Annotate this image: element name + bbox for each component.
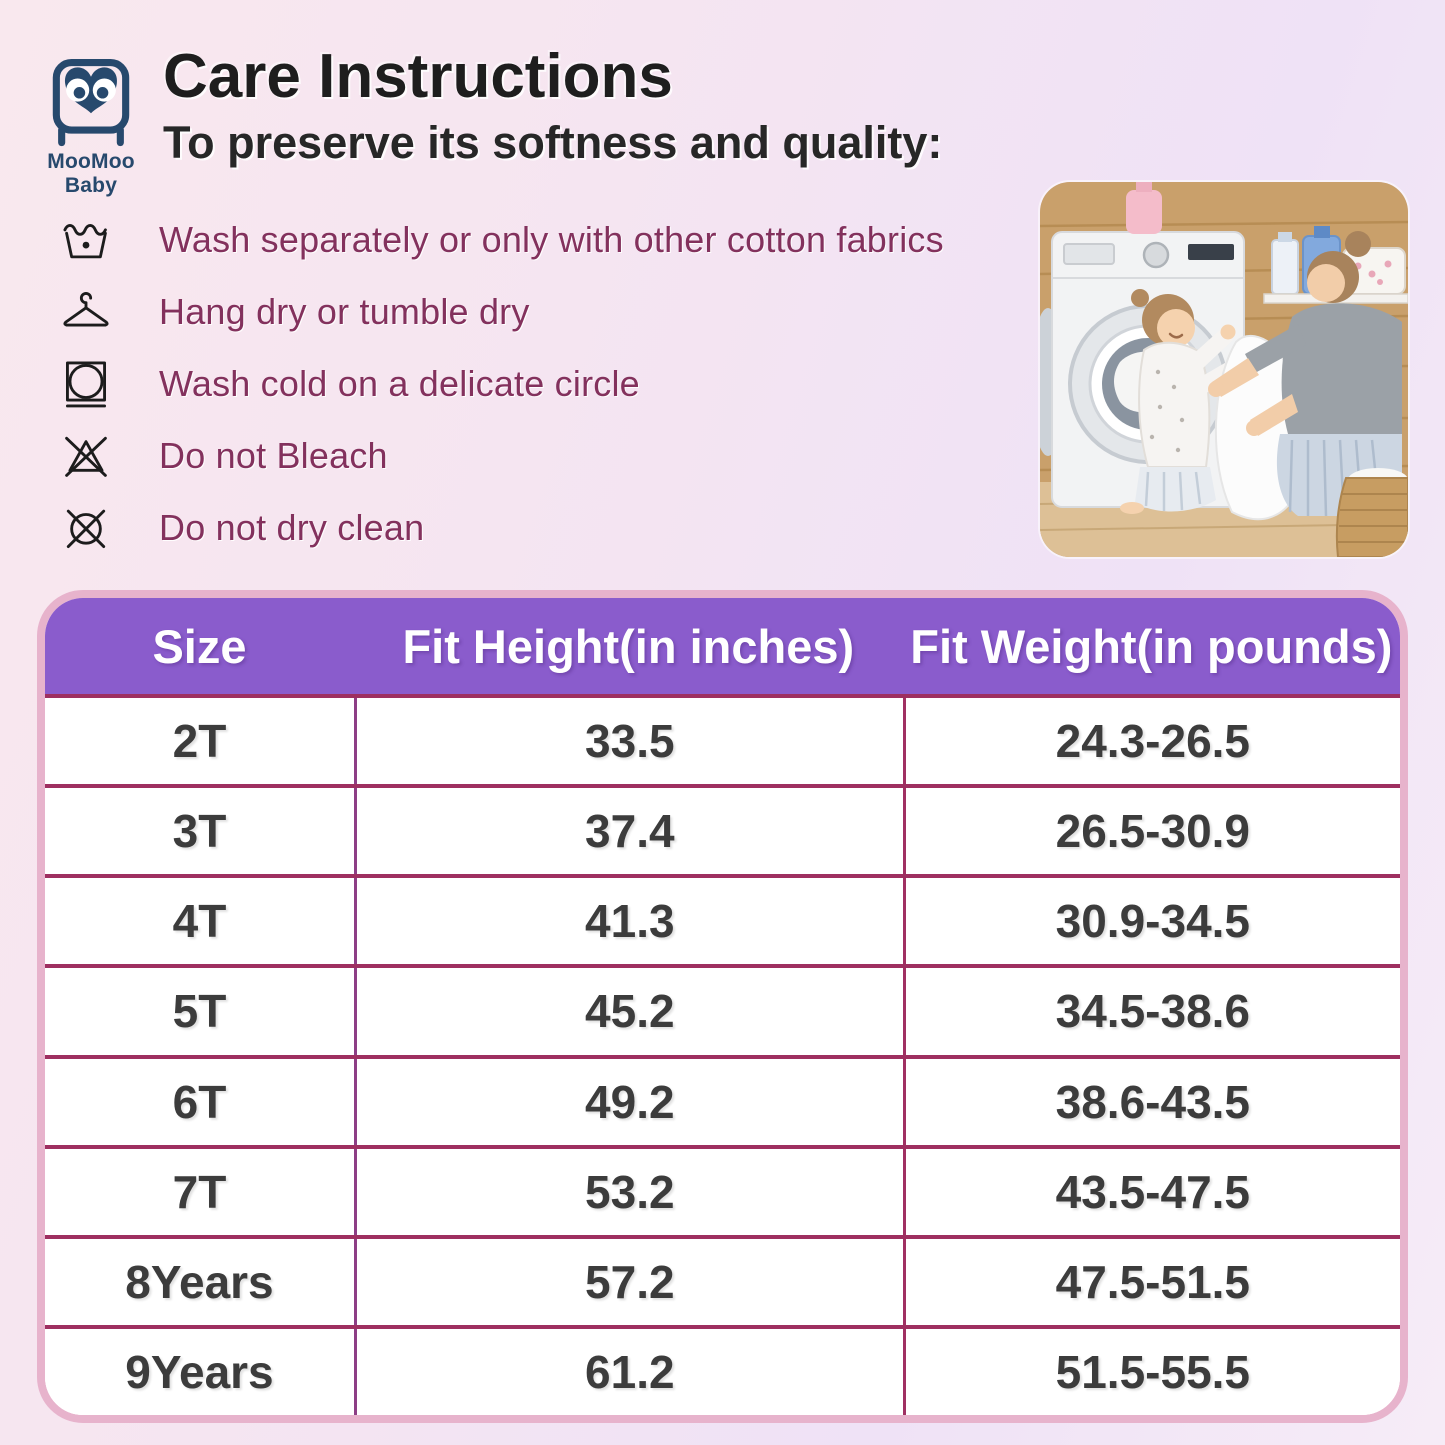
- child-figure: [1120, 289, 1242, 514]
- care-item-label: Wash cold on a delicate circle: [159, 363, 640, 404]
- column-header-size: Size: [152, 619, 247, 673]
- cell-height: 37.4: [353, 788, 903, 875]
- care-item-wash-cold: Wash cold on a delicate circle: [55, 348, 1045, 420]
- table-row-4t: 4T 41.3 30.9-34.5: [45, 874, 1400, 965]
- care-item-label: Do not Bleach: [159, 435, 388, 476]
- delicate-cycle-icon: [55, 354, 117, 414]
- cell-size: 8Years: [125, 1255, 274, 1308]
- hanger-icon: [55, 282, 117, 342]
- cell-size: 4T: [172, 895, 227, 948]
- wash-tub-icon: [55, 210, 117, 270]
- pink-detergent-jug: [1126, 182, 1162, 234]
- cell-weight: 24.3-26.5: [902, 698, 1400, 785]
- cell-size: 9Years: [125, 1345, 274, 1398]
- size-chart-header: Size Fit Height(in inches) Fit Weight(in…: [45, 598, 1400, 698]
- do-not-bleach-icon: [55, 426, 117, 486]
- cell-weight: 26.5-30.9: [902, 788, 1400, 875]
- cell-weight: 43.5-47.5: [902, 1148, 1400, 1235]
- page-subtitle: To preserve its softness and quality:: [163, 117, 943, 169]
- cell-height: 53.2: [353, 1148, 903, 1235]
- title-block: Care Instructions To preserve its softne…: [163, 44, 942, 169]
- column-header-fit-weight: Fit Weight(in pounds): [910, 619, 1393, 673]
- page-title: Care Instructions: [163, 42, 673, 111]
- cell-weight: 38.6-43.5: [902, 1058, 1400, 1145]
- cell-weight: 51.5-55.5: [902, 1328, 1400, 1415]
- size-chart: Size Fit Height(in inches) Fit Weight(in…: [37, 590, 1408, 1423]
- cell-weight: 30.9-34.5: [902, 878, 1400, 965]
- cell-size: 6T: [172, 1075, 227, 1128]
- care-item-label: Do not dry clean: [159, 507, 425, 548]
- table-row-2t: 2T 33.5 24.3-26.5: [45, 698, 1400, 785]
- cell-size: 5T: [172, 985, 227, 1038]
- brand-name: MooMoo Baby: [47, 150, 135, 197]
- cell-size: 7T: [172, 1165, 227, 1218]
- care-item-label: Hang dry or tumble dry: [159, 291, 530, 332]
- column-header-fit-height: Fit Height(in inches): [402, 619, 855, 673]
- cell-height: 45.2: [353, 968, 903, 1055]
- table-row-7t: 7T 53.2 43.5-47.5: [45, 1144, 1400, 1235]
- table-row-3t: 3T 37.4 26.5-30.9: [45, 784, 1400, 875]
- laundry-basket: [1335, 468, 1408, 557]
- cell-height: 61.2: [353, 1328, 903, 1415]
- care-item-no-bleach: Do not Bleach: [55, 420, 1045, 492]
- cell-height: 49.2: [353, 1058, 903, 1145]
- laundry-photo: [1040, 182, 1408, 557]
- cell-weight: 34.5-38.6: [902, 968, 1400, 1055]
- care-instructions-list: Wash separately or only with other cotto…: [55, 204, 1045, 564]
- table-row-6t: 6T 49.2 38.6-43.5: [45, 1054, 1400, 1145]
- table-row-5t: 5T 45.2 34.5-38.6: [45, 964, 1400, 1055]
- care-item-hang-dry: Hang dry or tumble dry: [55, 276, 1045, 348]
- care-item-label: Wash separately or only with other cotto…: [159, 219, 944, 260]
- care-item-wash: Wash separately or only with other cotto…: [55, 204, 1045, 276]
- do-not-dry-clean-icon: [55, 498, 117, 558]
- cell-weight: 47.5-51.5: [902, 1238, 1400, 1325]
- owl-logo-icon: [52, 59, 130, 147]
- size-chart-body: 2T 33.5 24.3-26.5 3T 37.4 26.5-30.9 4T 4…: [45, 698, 1400, 1415]
- cell-height: 57.2: [353, 1238, 903, 1325]
- care-item-no-dry-clean: Do not dry clean: [55, 492, 1045, 564]
- table-row-8years: 8Years 57.2 47.5-51.5: [45, 1234, 1400, 1325]
- brand-logo: MooMoo Baby: [26, 50, 156, 198]
- cell-height: 33.5: [353, 698, 903, 785]
- table-row-9years: 9Years 61.2 51.5-55.5: [45, 1324, 1400, 1415]
- cell-height: 41.3: [353, 878, 903, 965]
- cell-size: 2T: [172, 715, 227, 768]
- cell-size: 3T: [172, 805, 227, 858]
